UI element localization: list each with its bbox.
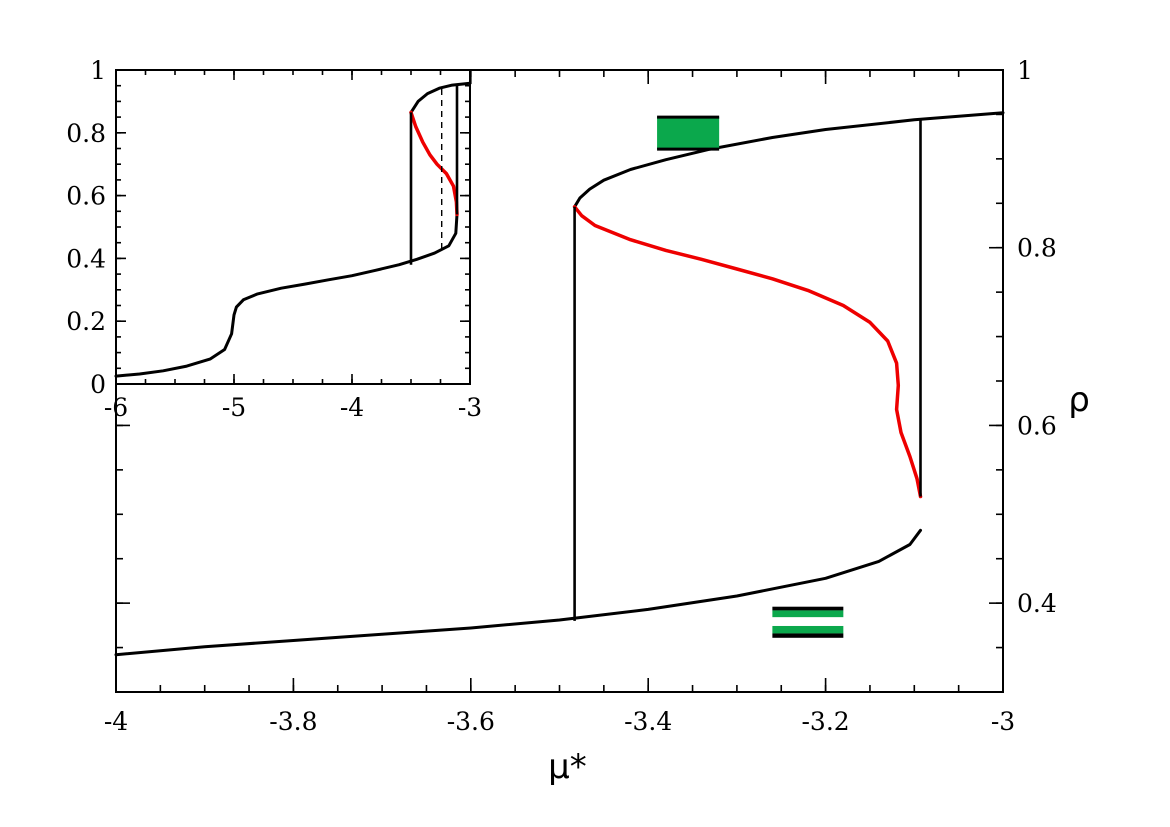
y-tick-label: 0 bbox=[90, 370, 106, 399]
x-tick-label: -3 bbox=[458, 393, 482, 422]
x-tick-label: -3.4 bbox=[624, 707, 672, 736]
green-marker-filled bbox=[657, 115, 720, 151]
main-ticks: -4 -3.8 -3.6 -3.4 -3.2 -3 0.4 0.6 0.8 1 bbox=[104, 56, 1057, 736]
y-tick-label: 0.2 bbox=[66, 307, 106, 336]
green-marker-stripe bbox=[772, 606, 844, 611]
green-marker-stripe bbox=[772, 617, 844, 626]
main-annotations bbox=[657, 115, 844, 638]
y-tick-label: 0.6 bbox=[1017, 411, 1057, 440]
inset-background bbox=[116, 70, 470, 384]
inset-series-2 bbox=[409, 110, 459, 217]
x-tick-label: -3 bbox=[991, 707, 1015, 736]
y-tick-label: 0.8 bbox=[66, 119, 106, 148]
x-tick-label: -4 bbox=[104, 707, 128, 736]
y-tick-label: 0.6 bbox=[66, 182, 106, 211]
x-tick-label: -3.6 bbox=[447, 707, 495, 736]
main-series-1 bbox=[573, 111, 1005, 209]
inset-ticks: -6 -5 -4 -3 0 0.2 0.4 0.6 0.8 1 bbox=[66, 56, 482, 422]
inset-series-1 bbox=[409, 81, 472, 114]
inset-series-0 bbox=[114, 212, 459, 378]
y-tick-label: 0.4 bbox=[1017, 589, 1057, 618]
y-axis-label: ρ bbox=[1068, 380, 1090, 420]
main-series-group bbox=[114, 111, 1005, 657]
x-tick-label: -4 bbox=[340, 393, 364, 422]
y-tick-label: 0.8 bbox=[1017, 234, 1057, 263]
x-tick-label: -6 bbox=[104, 393, 128, 422]
x-tick-label: -3.2 bbox=[801, 707, 849, 736]
inset-plot: -6 -5 -4 -3 0 0.2 0.4 0.6 0.8 1 bbox=[66, 56, 482, 422]
main-plot: -4 -3.8 -3.6 -3.4 -3.2 -3 0.4 0.6 0.8 1 μ* ρ bbox=[104, 56, 1090, 787]
inset-series-group bbox=[114, 81, 472, 378]
x-tick-label: -5 bbox=[222, 393, 246, 422]
y-tick-label: 1 bbox=[90, 56, 106, 85]
main-series-2 bbox=[572, 205, 923, 499]
y-tick-label: 1 bbox=[1017, 56, 1033, 85]
x-axis-label: μ* bbox=[548, 747, 587, 787]
y-tick-label: 0.4 bbox=[66, 244, 106, 273]
main-series-0 bbox=[114, 528, 922, 657]
green-marker-fill bbox=[657, 117, 720, 150]
green-marker-stripe bbox=[772, 633, 844, 638]
x-tick-label: -3.8 bbox=[269, 707, 317, 736]
green-marker-stripe bbox=[772, 610, 844, 618]
green-marker-striped bbox=[772, 606, 844, 638]
green-marker-stripe bbox=[772, 625, 844, 634]
